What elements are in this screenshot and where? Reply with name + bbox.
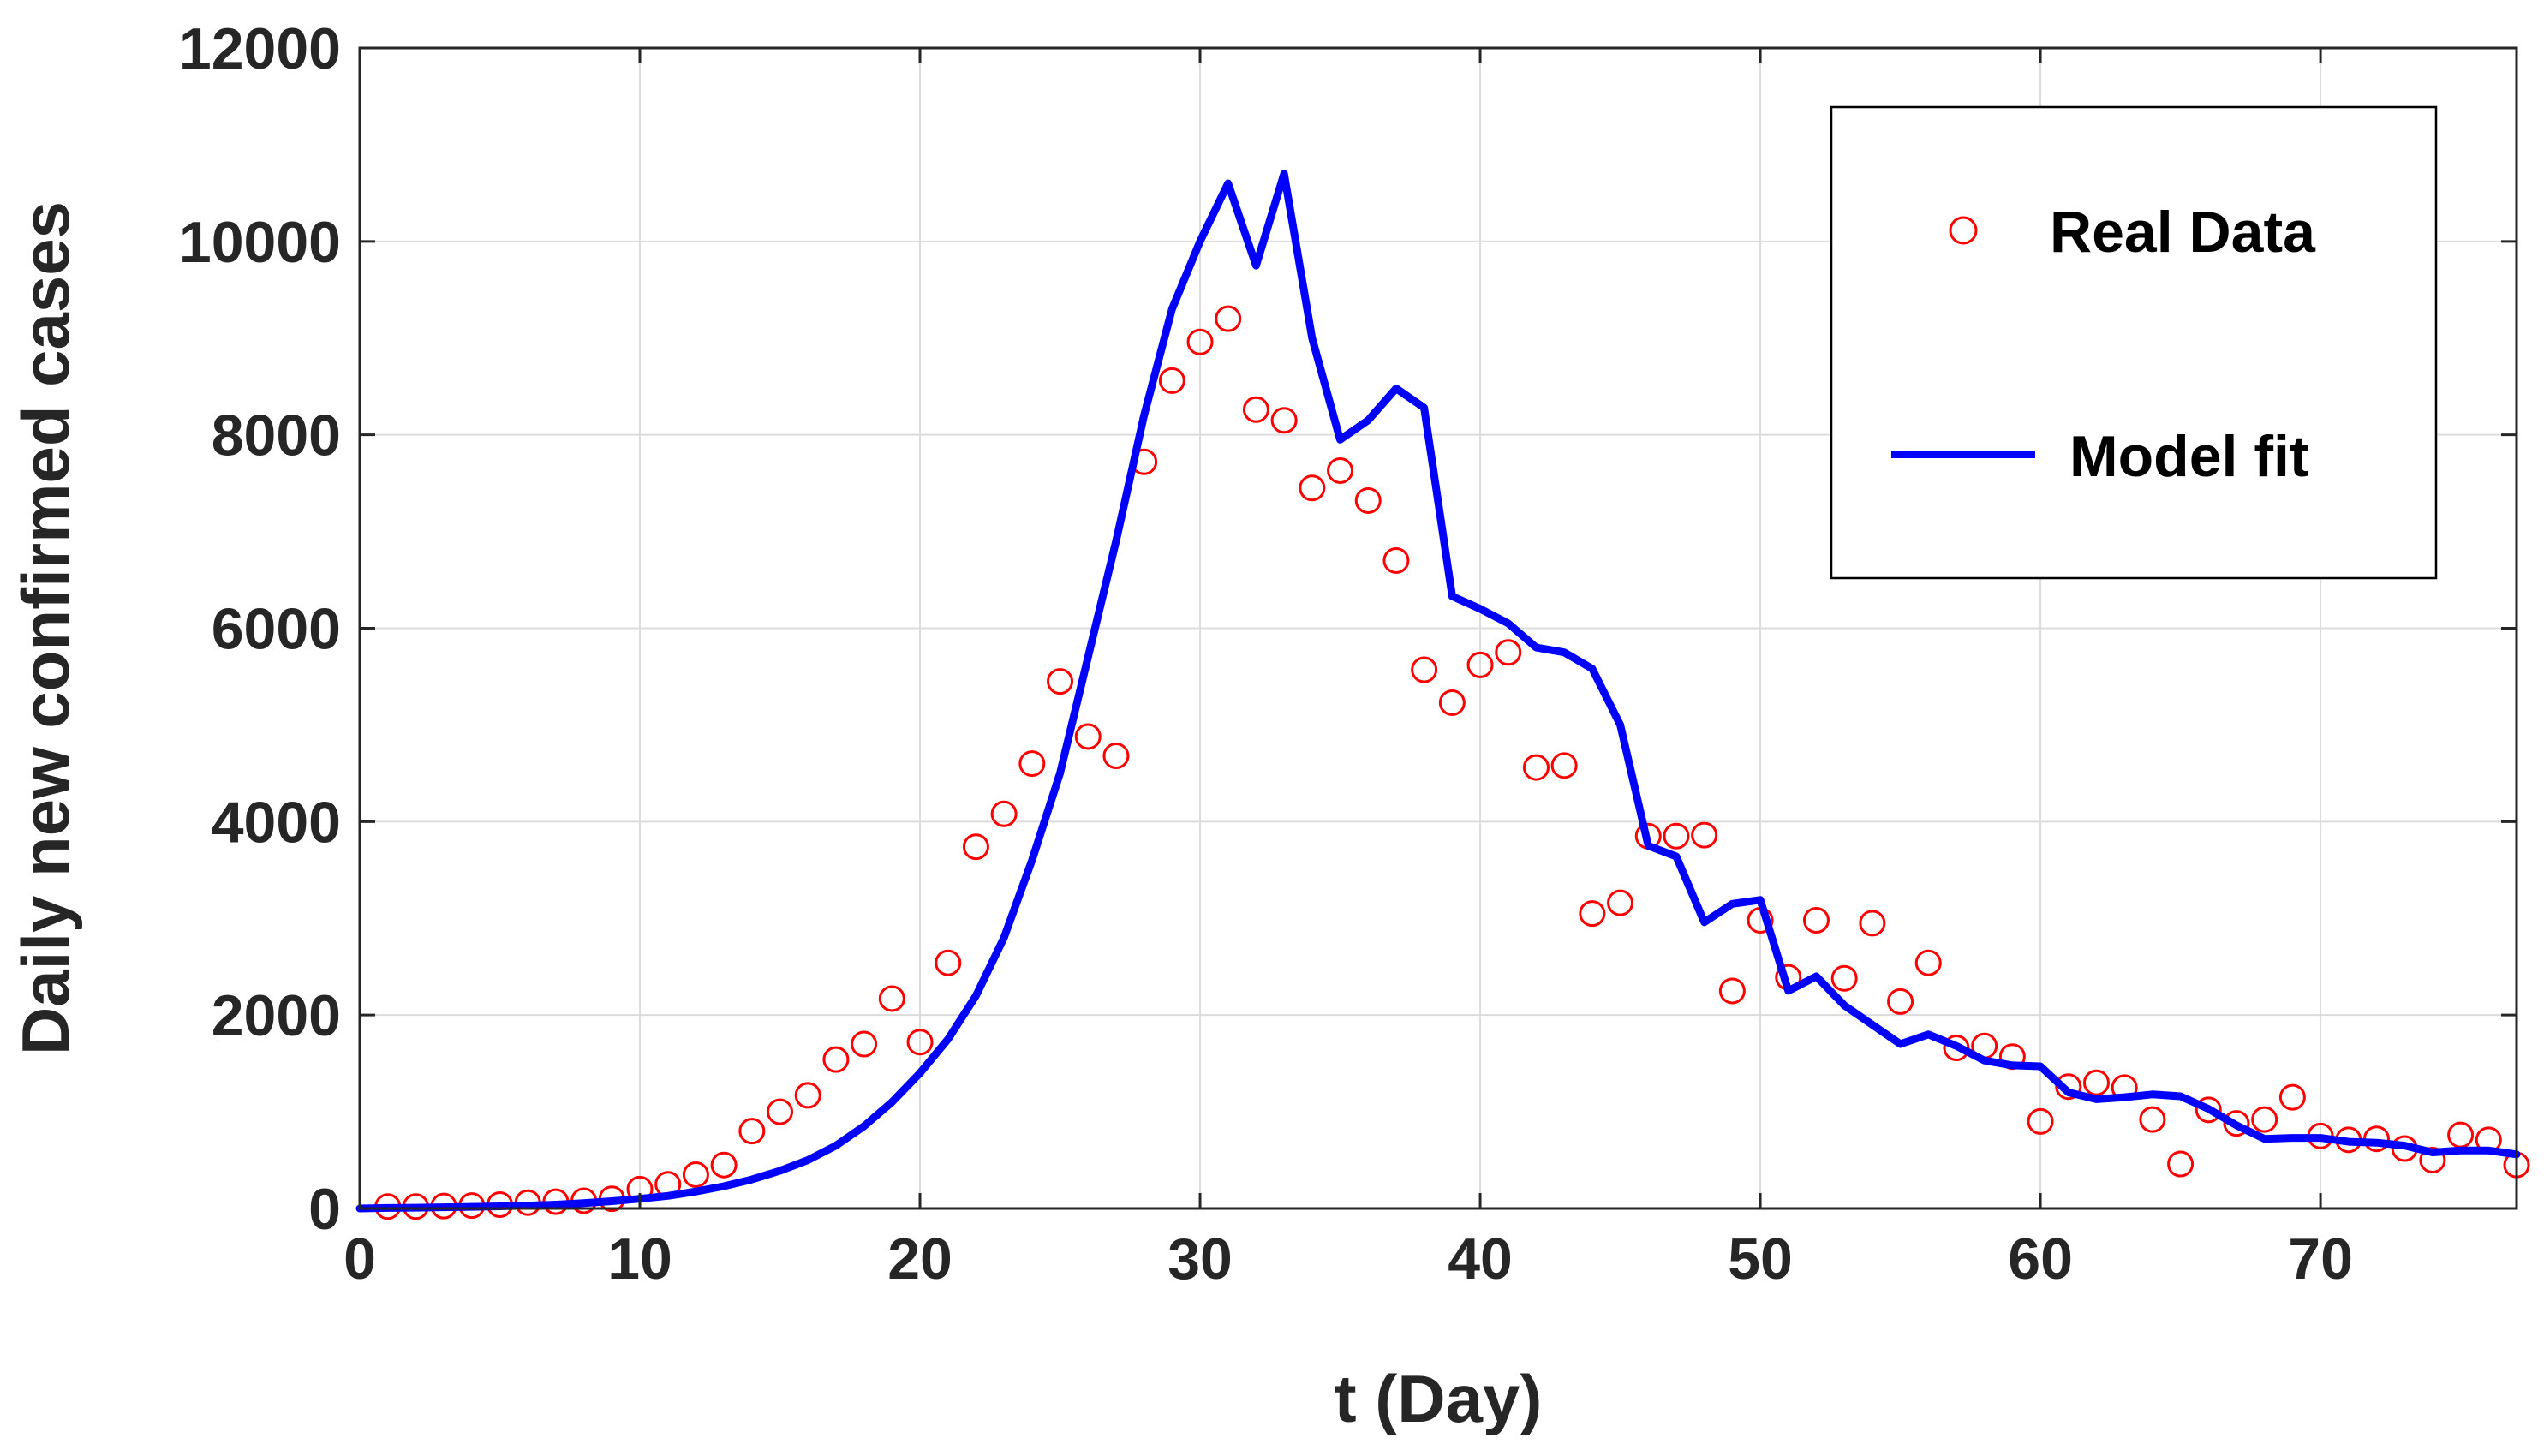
- real-data-point-45: [1607, 889, 1634, 916]
- real-data-point-30: [1186, 328, 1214, 355]
- real-data-point-42: [1522, 754, 1550, 781]
- real-data-point-66: [2195, 1096, 2222, 1124]
- x-tick-label-40: 40: [1448, 1226, 1513, 1292]
- ticks: [358, 46, 2517, 1210]
- y-tick-label-6000: 6000: [212, 597, 341, 662]
- real-data-point-61: [2055, 1073, 2082, 1101]
- real-data-point-43: [1550, 752, 1578, 779]
- real-data-point-31: [1215, 305, 1242, 332]
- real-data-point-20: [906, 1029, 934, 1056]
- x-tick-label-60: 60: [2008, 1226, 2073, 1292]
- x-axis-label: t (Day): [1335, 1361, 1543, 1436]
- real-data-point-17: [822, 1046, 850, 1073]
- y-tick-label-4000: 4000: [212, 790, 341, 855]
- y-axis-label: Daily new confirmed cases: [8, 201, 83, 1055]
- real-data-point-23: [990, 800, 1018, 827]
- real-data-point-40: [1466, 651, 1494, 678]
- y-tick-label-10000: 10000: [179, 210, 341, 275]
- legend-box: [1830, 105, 2438, 580]
- x-tick-label-30: 30: [1167, 1226, 1233, 1292]
- real-data-point-60: [2027, 1107, 2054, 1135]
- x-tick-label-0: 0: [343, 1226, 376, 1292]
- real-data-point-32: [1242, 396, 1269, 423]
- real-data-point-44: [1579, 900, 1606, 928]
- x-tick-label-20: 20: [887, 1226, 953, 1292]
- tick-labels: 0 10 20 30 40 50 60 70 0 2000 4000 6000 8000 10000 120…: [179, 16, 2353, 1292]
- real-data-point-67: [2223, 1110, 2250, 1137]
- real-data-point-26: [1074, 723, 1102, 750]
- real-data-point-27: [1102, 743, 1130, 770]
- real-data-point-55: [1887, 988, 1914, 1015]
- real-data-point-18: [851, 1030, 878, 1058]
- real-data-point-38: [1411, 656, 1438, 683]
- real-data-point-56: [1914, 949, 1942, 976]
- real-data-point-64: [2139, 1106, 2166, 1133]
- real-data-point-15: [767, 1098, 794, 1125]
- real-data-point-52: [1802, 907, 1830, 934]
- model-fit-line: [355, 170, 2521, 1213]
- real-data-point-68: [2251, 1106, 2278, 1133]
- real-data-point-54: [1859, 910, 1886, 937]
- real-data-point-25: [1047, 668, 1074, 695]
- real-data-point-41: [1495, 639, 1522, 666]
- y-tick-label-8000: 8000: [212, 403, 341, 468]
- real-data-point-47: [1663, 822, 1690, 850]
- legend-label-model-fit: Model fit: [2069, 424, 2309, 489]
- series-layer: [355, 170, 2530, 1220]
- real-data-point-49: [1718, 977, 1746, 1005]
- x-tick-label-50: 50: [1728, 1226, 1793, 1292]
- real-data-point-12: [682, 1161, 709, 1188]
- real-data-point-19: [878, 985, 905, 1012]
- real-data-point-13: [710, 1151, 738, 1179]
- real-data-point-65: [2167, 1150, 2195, 1178]
- legend-label-real-data: Real Data: [2050, 200, 2316, 265]
- real-data-point-33: [1270, 407, 1298, 434]
- real-data-point-74: [2419, 1147, 2446, 1174]
- legend: Real Data Model fit: [1830, 105, 2438, 580]
- legend-marker-real-data: [1949, 216, 1978, 245]
- real-data-point-29: [1158, 367, 1185, 394]
- real-data-point-62: [2082, 1069, 2110, 1096]
- x-tick-label-70: 70: [2288, 1226, 2353, 1292]
- real-data-point-39: [1438, 689, 1466, 716]
- real-data-point-69: [2278, 1083, 2306, 1111]
- real-data-point-22: [962, 833, 989, 861]
- real-data-point-16: [794, 1082, 821, 1109]
- x-tick-label-10: 10: [607, 1226, 672, 1292]
- real-data-point-48: [1691, 821, 1718, 849]
- real-data-point-36: [1354, 486, 1382, 514]
- real-data-point-34: [1299, 474, 1326, 502]
- real-data-point-24: [1018, 750, 1046, 778]
- y-tick-label-0: 0: [308, 1177, 341, 1242]
- real-data-point-37: [1382, 546, 1410, 574]
- real-data-point-53: [1830, 964, 1858, 992]
- real-data-point-35: [1327, 456, 1354, 484]
- real-data-point-21: [935, 949, 962, 976]
- y-tick-label-2000: 2000: [212, 983, 341, 1048]
- real-data-point-14: [738, 1118, 766, 1145]
- y-tick-label-12000: 12000: [179, 16, 341, 81]
